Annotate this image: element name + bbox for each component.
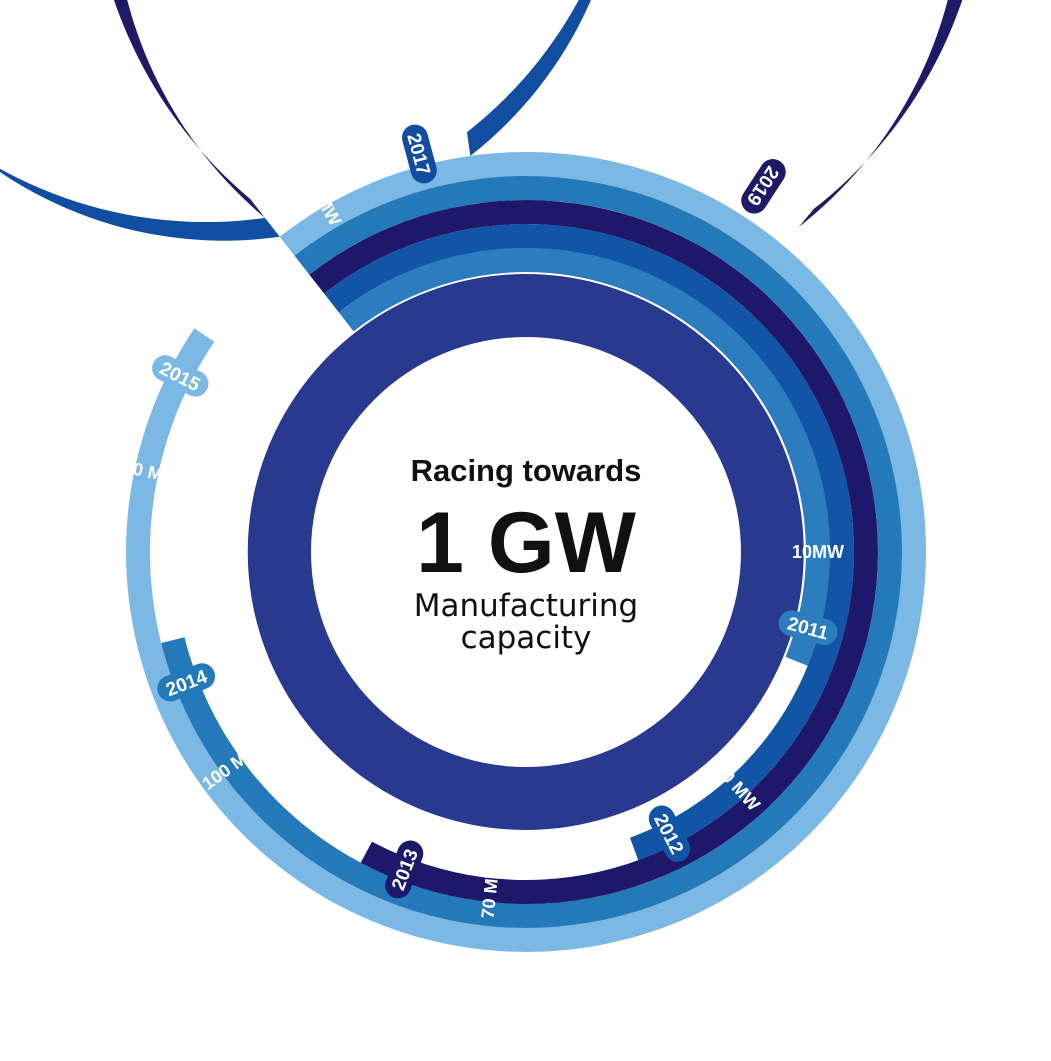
year-badge-2011: 2011 — [778, 610, 838, 645]
year-badge-2014: 2014 — [157, 663, 216, 702]
subtitle-line-2: capacity — [461, 620, 592, 656]
year-badge-2019: 2019 — [741, 159, 786, 214]
capacity-label-2019: 1 GW — [644, 112, 677, 162]
year-badge-bg — [778, 610, 838, 645]
capacity-rings — [0, 0, 963, 952]
ring-2011 — [338, 247, 831, 666]
year-badge-bg — [741, 159, 786, 214]
subtitle-line-1: Manufacturing — [414, 588, 638, 624]
year-badge-2013: 2013 — [385, 840, 424, 899]
capacity-label-2011: 10MW — [792, 542, 844, 562]
year-badge-bg — [648, 805, 691, 862]
year-badge-bg — [152, 355, 209, 397]
chart-title: Racing towards — [411, 453, 642, 488]
year-badge-bg — [385, 840, 424, 899]
headline-value: 1 GW — [416, 495, 637, 591]
year-badge-bg — [402, 124, 437, 184]
year-badge-bg — [157, 663, 216, 702]
center-disc — [311, 337, 741, 767]
